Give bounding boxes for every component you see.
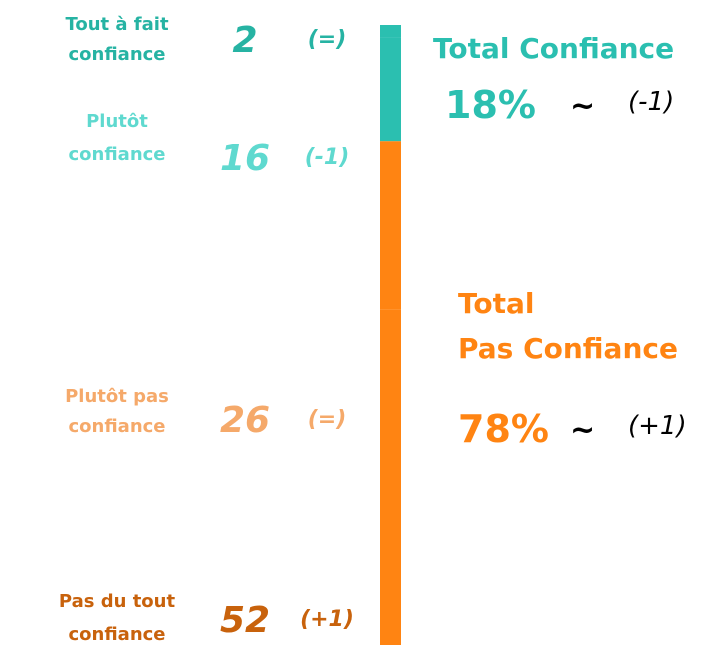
value-label: 26 bbox=[220, 400, 270, 441]
bar-segment bbox=[380, 309, 401, 645]
value-label: 52 bbox=[220, 600, 270, 641]
value-label: 2 bbox=[232, 20, 257, 61]
change-label: (=) bbox=[308, 407, 347, 432]
trend: ~ bbox=[570, 413, 595, 448]
category-label: confiance bbox=[68, 44, 165, 65]
category-label: confiance bbox=[68, 416, 165, 437]
total-name: Total Confiance bbox=[433, 32, 674, 65]
category-label: Plutôt pas bbox=[65, 386, 169, 407]
total-change: (+1) bbox=[628, 411, 687, 441]
total-change: (-1) bbox=[628, 87, 674, 117]
bar-segment bbox=[380, 141, 401, 310]
total-value: 18% bbox=[445, 83, 536, 127]
total-value: 78% bbox=[458, 407, 549, 451]
total-name: Total bbox=[458, 287, 535, 320]
bar-segment bbox=[380, 25, 401, 38]
change-label: (+1) bbox=[300, 607, 354, 632]
trend: ~ bbox=[570, 89, 595, 124]
total-name: Pas Confiance bbox=[458, 332, 678, 365]
category-label: Pas du tout bbox=[59, 591, 176, 612]
change-label: (=) bbox=[308, 27, 347, 52]
category-label: confiance bbox=[68, 624, 165, 645]
bar-segment bbox=[380, 37, 401, 142]
category-label: Plutôt bbox=[86, 111, 148, 132]
category-label: Tout à fait bbox=[65, 14, 169, 35]
category-label: confiance bbox=[68, 144, 165, 165]
change-label: (-1) bbox=[305, 145, 350, 170]
value-label: 16 bbox=[220, 138, 270, 179]
